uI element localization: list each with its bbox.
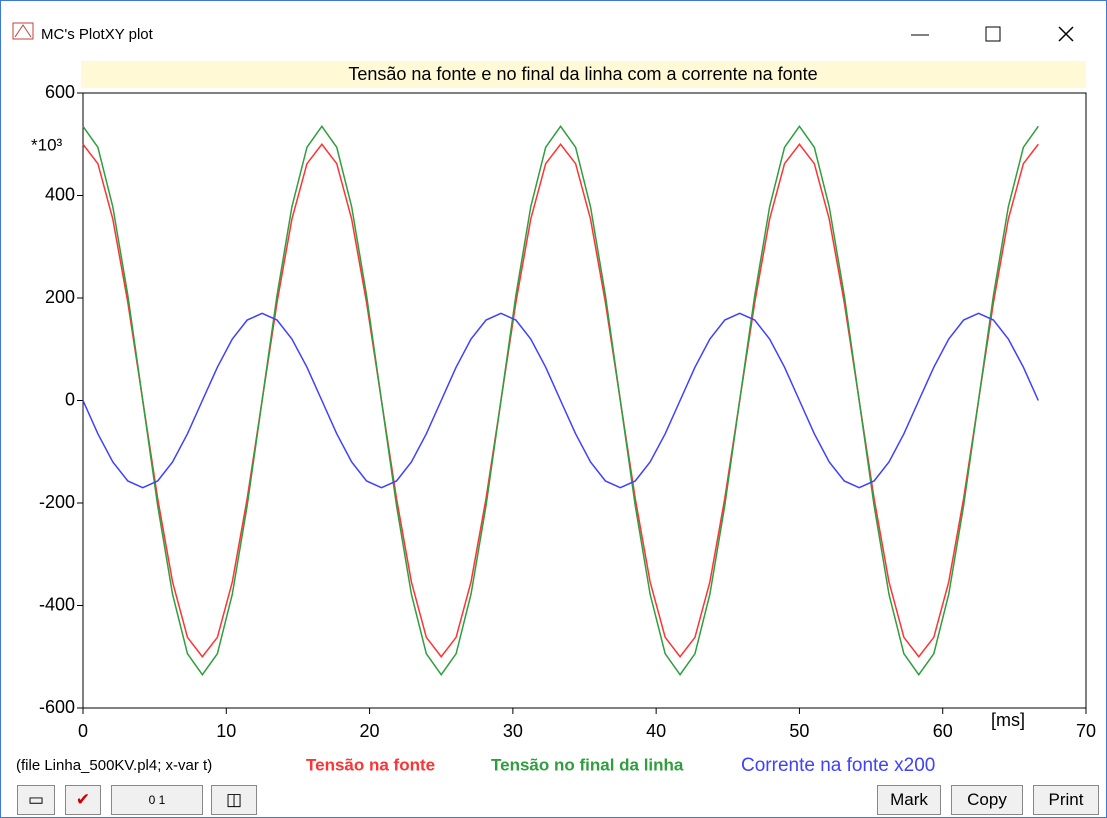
y-tick-label: -600 (39, 697, 75, 717)
title-banner (81, 61, 1086, 88)
maximize-button[interactable] (985, 26, 1001, 42)
series-line (82, 312, 1039, 489)
y-tick-label: -200 (39, 492, 75, 512)
legend-entry: Tensão no final da linha (491, 755, 684, 774)
x-tick-label: 0 (78, 721, 88, 741)
x-tick-label: 50 (789, 721, 809, 741)
print-button[interactable]: Print (1033, 785, 1099, 815)
mark-button[interactable]: Mark (877, 785, 941, 815)
split-button[interactable]: ◫ (211, 785, 257, 815)
y-tick-label: 0 (65, 389, 75, 409)
y-multiplier: *10³ (31, 135, 63, 154)
close-button[interactable] (1058, 26, 1074, 42)
check-button[interactable]: ✔ (65, 785, 101, 815)
series-line (82, 125, 1039, 676)
y-tick-label: -400 (39, 594, 75, 614)
x-tick-label: 20 (360, 721, 380, 741)
y-tick-label: 200 (45, 287, 75, 307)
copy-button[interactable]: Copy (951, 785, 1023, 815)
x-tick-label: 70 (1076, 721, 1096, 741)
legend-entry: Corrente na fonte x200 (741, 755, 935, 776)
y-tick-label: 400 (45, 184, 75, 204)
window-title: MC's PlotXY plot (41, 26, 154, 43)
series-line (82, 143, 1039, 658)
app-icon (12, 22, 34, 40)
x-tick-label: 60 (933, 721, 953, 741)
x-tick-label: 40 (646, 721, 666, 741)
legend-entry: Tensão na fonte (306, 755, 435, 774)
file-info: (file Linha_500KV.pl4; x-var t) (16, 757, 212, 774)
x-unit: [ms] (991, 710, 1025, 730)
x-tick-label: 30 (503, 721, 523, 741)
y-tick-label: 600 (45, 82, 75, 102)
window-button[interactable]: ▭ (17, 785, 55, 815)
x-tick-label: 10 (216, 721, 236, 741)
chart-title: Tensão na fonte e no final da linha com … (348, 64, 817, 84)
scale-button[interactable]: 0 1 (111, 785, 203, 815)
